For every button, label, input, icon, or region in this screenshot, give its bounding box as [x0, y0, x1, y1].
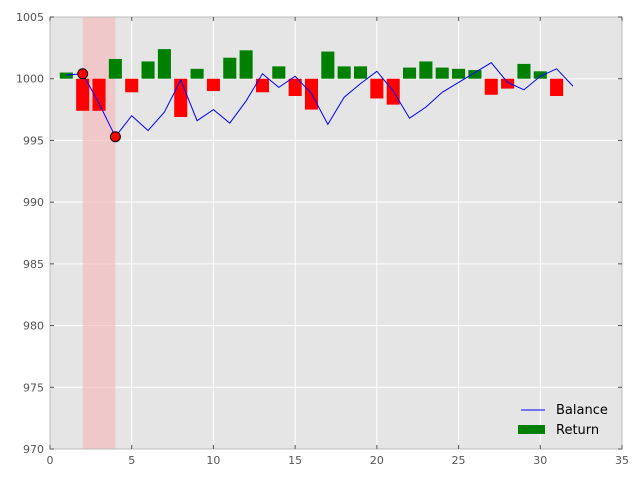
- return-bar: [76, 78, 90, 111]
- x-tick-label: 5: [128, 454, 135, 467]
- return-bar: [484, 78, 498, 95]
- legend-balance-label: Balance: [556, 403, 608, 418]
- legend-return-swatch: [518, 425, 545, 434]
- return-bar: [272, 66, 286, 79]
- return-bar: [533, 71, 547, 79]
- y-tick-label: 1000: [16, 73, 44, 86]
- y-tick-label: 970: [23, 443, 44, 456]
- return-bar: [190, 68, 204, 79]
- return-bar: [108, 58, 122, 79]
- return-bars: [59, 49, 564, 117]
- return-bar: [452, 68, 466, 79]
- return-bar: [403, 67, 417, 79]
- return-bar: [92, 78, 106, 111]
- return-bar: [157, 49, 171, 79]
- balance-line: [66, 62, 574, 138]
- return-bar: [321, 51, 335, 79]
- return-bar: [435, 67, 449, 79]
- y-tick-label: 975: [23, 381, 44, 394]
- legend-return-label: Return: [556, 423, 599, 438]
- x-tick-label: 0: [47, 454, 54, 467]
- y-tick-label: 985: [23, 258, 44, 271]
- return-bar: [206, 78, 220, 92]
- return-bar: [288, 78, 302, 96]
- x-tick-label: 25: [452, 454, 466, 467]
- balance-line-path: [66, 62, 574, 138]
- x-tick-label: 15: [288, 454, 302, 467]
- return-bar: [255, 78, 269, 93]
- return-bar: [419, 61, 433, 79]
- return-bar: [353, 66, 368, 79]
- return-bar: [174, 78, 188, 117]
- marker-point: [109, 131, 121, 143]
- plot-area: [50, 17, 622, 449]
- legend: Balance Return: [518, 403, 608, 438]
- x-tick-label: 10: [206, 454, 220, 467]
- y-tick-label: 990: [23, 196, 44, 209]
- return-bar: [468, 70, 482, 79]
- y-tick-label: 1005: [16, 11, 44, 24]
- axes: 0 5 10 15 20 25 30 35 970 975 980 985 990 995 1000 1005: [16, 11, 629, 467]
- return-bar: [550, 78, 564, 96]
- plot-frame: [49, 16, 623, 450]
- return-bar: [141, 61, 155, 79]
- return-bar: [223, 57, 237, 79]
- return-bar: [517, 63, 531, 79]
- return-bar: [501, 78, 515, 89]
- return-bar: [239, 50, 253, 79]
- y-tick-label: 980: [23, 320, 44, 333]
- return-bar: [59, 72, 73, 79]
- return-bar: [370, 78, 384, 99]
- x-tick-label: 30: [533, 454, 547, 467]
- marker-point: [77, 68, 89, 80]
- x-tick-label: 20: [370, 454, 384, 467]
- markers: [77, 68, 121, 143]
- return-bar: [337, 66, 351, 79]
- return-bar: [125, 78, 139, 93]
- y-tick-label: 995: [23, 134, 44, 147]
- x-tick-label: 35: [615, 454, 629, 467]
